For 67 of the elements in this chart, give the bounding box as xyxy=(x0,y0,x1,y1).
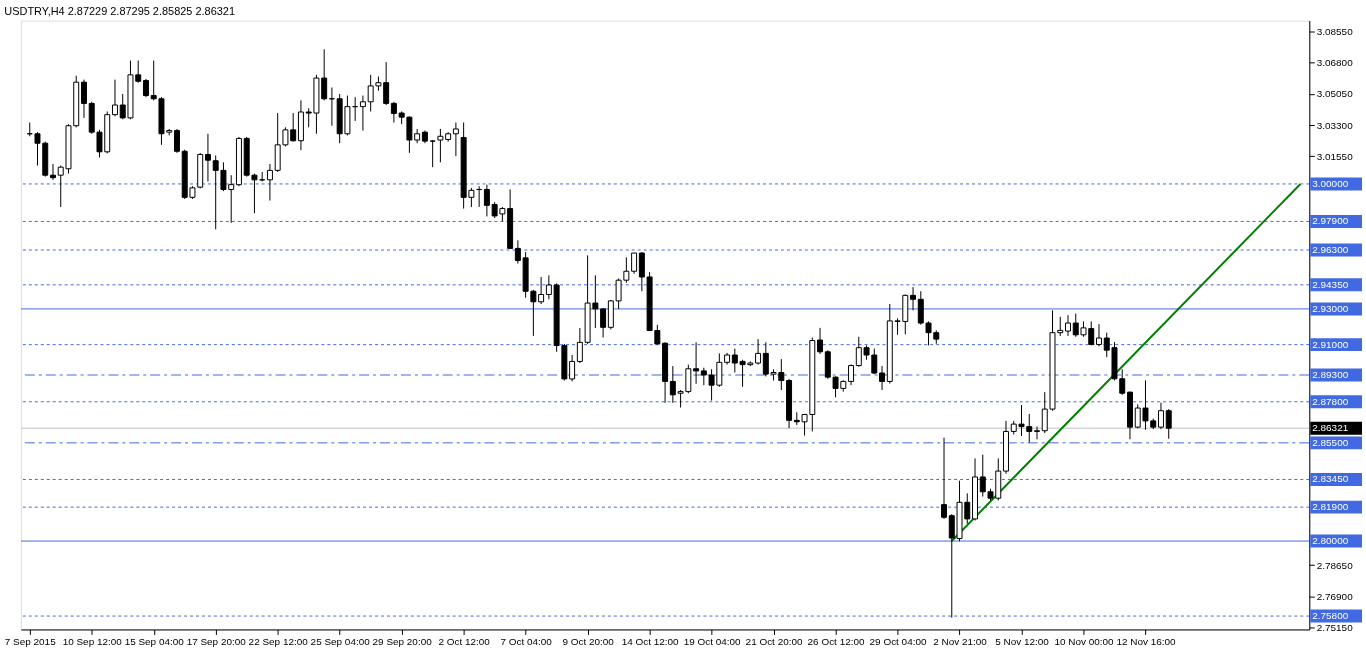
x-tick-label: 2 Oct 12:00 xyxy=(438,635,491,647)
x-tick-label: 10 Sep 12:00 xyxy=(62,635,123,647)
candlestick xyxy=(755,338,762,366)
x-tick-label: 12 Nov 16:00 xyxy=(1116,635,1176,647)
y-tick-label: 3.01550 xyxy=(1316,150,1354,162)
candlestick xyxy=(631,252,638,275)
candlestick xyxy=(1165,408,1172,440)
candlestick xyxy=(941,437,948,520)
x-tick-label: 19 Oct 04:00 xyxy=(683,635,741,647)
y-tick-label: 3.06800 xyxy=(1316,57,1354,69)
x-tick-label: 10 Nov 00:00 xyxy=(1054,635,1115,647)
ref-line-label: 2.83450 xyxy=(1312,473,1349,485)
candlestick xyxy=(879,365,886,391)
ref-line-label: 2.86321 xyxy=(1312,422,1349,434)
ref-line-label: 2.94350 xyxy=(1312,278,1349,290)
candlestick xyxy=(848,363,855,386)
x-tick-label: 15 Sep 04:00 xyxy=(124,635,185,647)
candlestick xyxy=(693,341,700,385)
candlestick xyxy=(429,139,436,168)
y-tick-label: 2.75150 xyxy=(1316,622,1354,634)
ref-line-label: 2.97900 xyxy=(1312,215,1349,227)
candlestick xyxy=(1065,314,1071,337)
candlestick xyxy=(390,101,397,124)
candlestick xyxy=(142,78,149,98)
x-tick-label: 14 Oct 12:00 xyxy=(621,635,680,647)
y-tick-label: 3.08550 xyxy=(1316,25,1354,37)
x-tick-label: 29 Sep 20:00 xyxy=(372,635,433,647)
candlestick xyxy=(600,307,607,338)
ref-line-label: 2.75800 xyxy=(1312,610,1349,622)
ref-line-label: 2.85500 xyxy=(1312,436,1349,448)
ref-line-label: 2.93000 xyxy=(1312,302,1349,314)
candlestick xyxy=(1034,426,1040,440)
candlestick xyxy=(80,79,87,119)
ref-line-label: 3.00000 xyxy=(1312,177,1349,189)
x-tick-label: 2 Nov 21:00 xyxy=(933,635,988,647)
candlestick xyxy=(1096,323,1102,347)
candlestick xyxy=(817,327,824,355)
candlestick xyxy=(50,163,56,181)
y-tick-label: 2.78650 xyxy=(1316,559,1354,571)
x-tick-label: 9 Oct 20:00 xyxy=(562,635,615,647)
ref-line-label: 2.91000 xyxy=(1312,338,1349,350)
candlestick xyxy=(173,128,180,154)
candlestick xyxy=(204,133,211,182)
ref-line-label: 2.89300 xyxy=(1312,368,1349,380)
x-tick-label: 22 Sep 12:00 xyxy=(248,635,309,647)
candlestick xyxy=(359,95,366,132)
ref-line-label: 2.81900 xyxy=(1312,501,1349,513)
candlestick xyxy=(1157,402,1164,430)
x-tick-label: 25 Sep 04:00 xyxy=(310,635,371,647)
chart-title: USDTRY,H4 2.87229 2.87295 2.85825 2.86321 xyxy=(4,4,235,17)
x-tick-label: 29 Oct 04:00 xyxy=(869,635,927,647)
y-tick-label: 3.05050 xyxy=(1316,88,1354,100)
x-tick-label: 21 Oct 20:00 xyxy=(745,635,803,647)
candlestick xyxy=(266,163,273,202)
x-tick-label: 5 Nov 12:00 xyxy=(995,635,1050,647)
x-tick-label: 7 Oct 04:00 xyxy=(500,635,553,647)
candlestick xyxy=(111,79,118,117)
ref-line-label: 2.80000 xyxy=(1312,535,1349,547)
x-tick-label: 17 Sep 20:00 xyxy=(186,635,247,647)
candlestick xyxy=(910,286,917,311)
y-tick-label: 2.76900 xyxy=(1316,590,1354,602)
ref-line-label: 2.96300 xyxy=(1312,244,1349,255)
x-tick-label: 7 Sep 2015 xyxy=(4,635,57,647)
candlestick xyxy=(452,122,459,157)
x-tick-label: 26 Oct 12:00 xyxy=(807,635,865,647)
y-tick-label: 3.03300 xyxy=(1316,119,1354,131)
ref-line-label: 2.87800 xyxy=(1312,395,1349,407)
